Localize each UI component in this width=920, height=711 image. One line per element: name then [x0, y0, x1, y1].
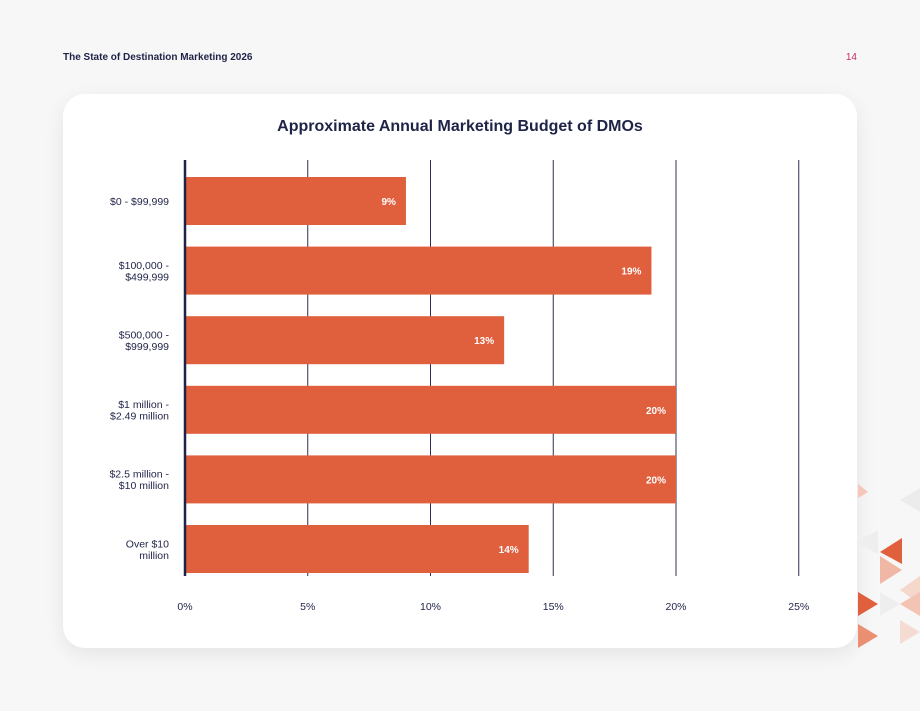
bar-value-label: 13%: [474, 336, 494, 347]
bar-value-label: 20%: [646, 475, 666, 486]
x-tick-label: 15%: [543, 601, 564, 613]
bar-value-label: 14%: [499, 545, 519, 556]
bar: [185, 177, 406, 225]
chart-card: Approximate Annual Marketing Budget of D…: [63, 94, 857, 648]
bar: [185, 246, 652, 295]
category-label: $100,000 -$499,999: [119, 260, 170, 284]
x-tick-label: 5%: [300, 601, 315, 613]
bar: [185, 525, 529, 573]
chart-title: Approximate Annual Marketing Budget of D…: [277, 118, 643, 135]
category-label: Over $10 million: [126, 538, 169, 562]
document-title: The State of Destination Marketing 2026: [63, 52, 253, 63]
category-label: $2.5 million -$10 million: [109, 469, 169, 493]
category-label: $500,000 -$999,999: [119, 329, 170, 353]
bar-value-label: 20%: [646, 406, 666, 417]
bar-value-label: 9%: [381, 197, 396, 208]
x-tick-label: 20%: [665, 601, 686, 613]
x-tick-label: 25%: [788, 601, 809, 613]
bar: [185, 455, 676, 504]
bar-value-label: 19%: [621, 267, 641, 278]
category-label: $0 - $99,999: [110, 196, 169, 208]
page-number: 14: [845, 52, 857, 63]
bar: [185, 385, 676, 434]
bar: [185, 316, 505, 365]
category-label: $1 million -$2.49 million: [110, 399, 169, 423]
bar-chart: 9% $0 - $99,999 19% $100,000 -$499,999 13% $5…: [109, 160, 809, 613]
x-tick-label: 0%: [177, 601, 192, 613]
x-tick-label: 10%: [420, 601, 441, 613]
decorative-triangles: [856, 484, 920, 648]
